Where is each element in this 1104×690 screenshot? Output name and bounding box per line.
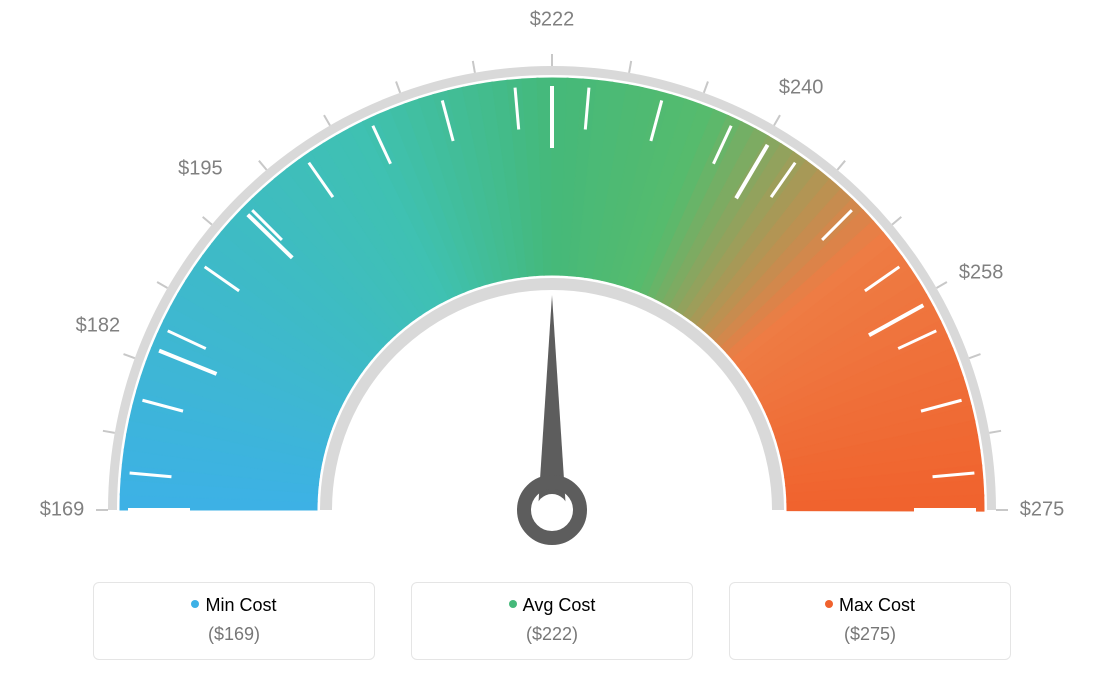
legend-max-text: Max Cost (839, 595, 915, 615)
legend-max-value: ($275) (730, 624, 1010, 645)
gauge-tick-label: $222 (530, 9, 575, 32)
gauge-chart: $169 $182 $195 $222 $240 $258 $275 (0, 0, 1104, 560)
legend: Min Cost ($169) Avg Cost ($222) Max Cost… (0, 582, 1104, 660)
legend-min-label: Min Cost (94, 595, 374, 616)
legend-avg-label: Avg Cost (412, 595, 692, 616)
legend-avg-value: ($222) (412, 624, 692, 645)
gauge-tick-label: $182 (76, 314, 121, 337)
gauge-tick-label: $275 (1020, 499, 1065, 522)
legend-max-label: Max Cost (730, 595, 1010, 616)
gauge-tick-label: $195 (178, 157, 223, 180)
dot-icon (825, 600, 833, 608)
legend-card-min: Min Cost ($169) (93, 582, 375, 660)
dot-icon (191, 600, 199, 608)
dot-icon (509, 600, 517, 608)
chart-wrap: $169 $182 $195 $222 $240 $258 $275 Min Cost ($… (0, 0, 1104, 690)
gauge-tick-label: $169 (40, 499, 85, 522)
legend-min-text: Min Cost (205, 595, 276, 615)
legend-card-max: Max Cost ($275) (729, 582, 1011, 660)
legend-avg-text: Avg Cost (523, 595, 596, 615)
gauge-tick-label: $240 (779, 77, 824, 100)
legend-card-avg: Avg Cost ($222) (411, 582, 693, 660)
gauge-tick-label: $258 (959, 262, 1004, 285)
legend-min-value: ($169) (94, 624, 374, 645)
